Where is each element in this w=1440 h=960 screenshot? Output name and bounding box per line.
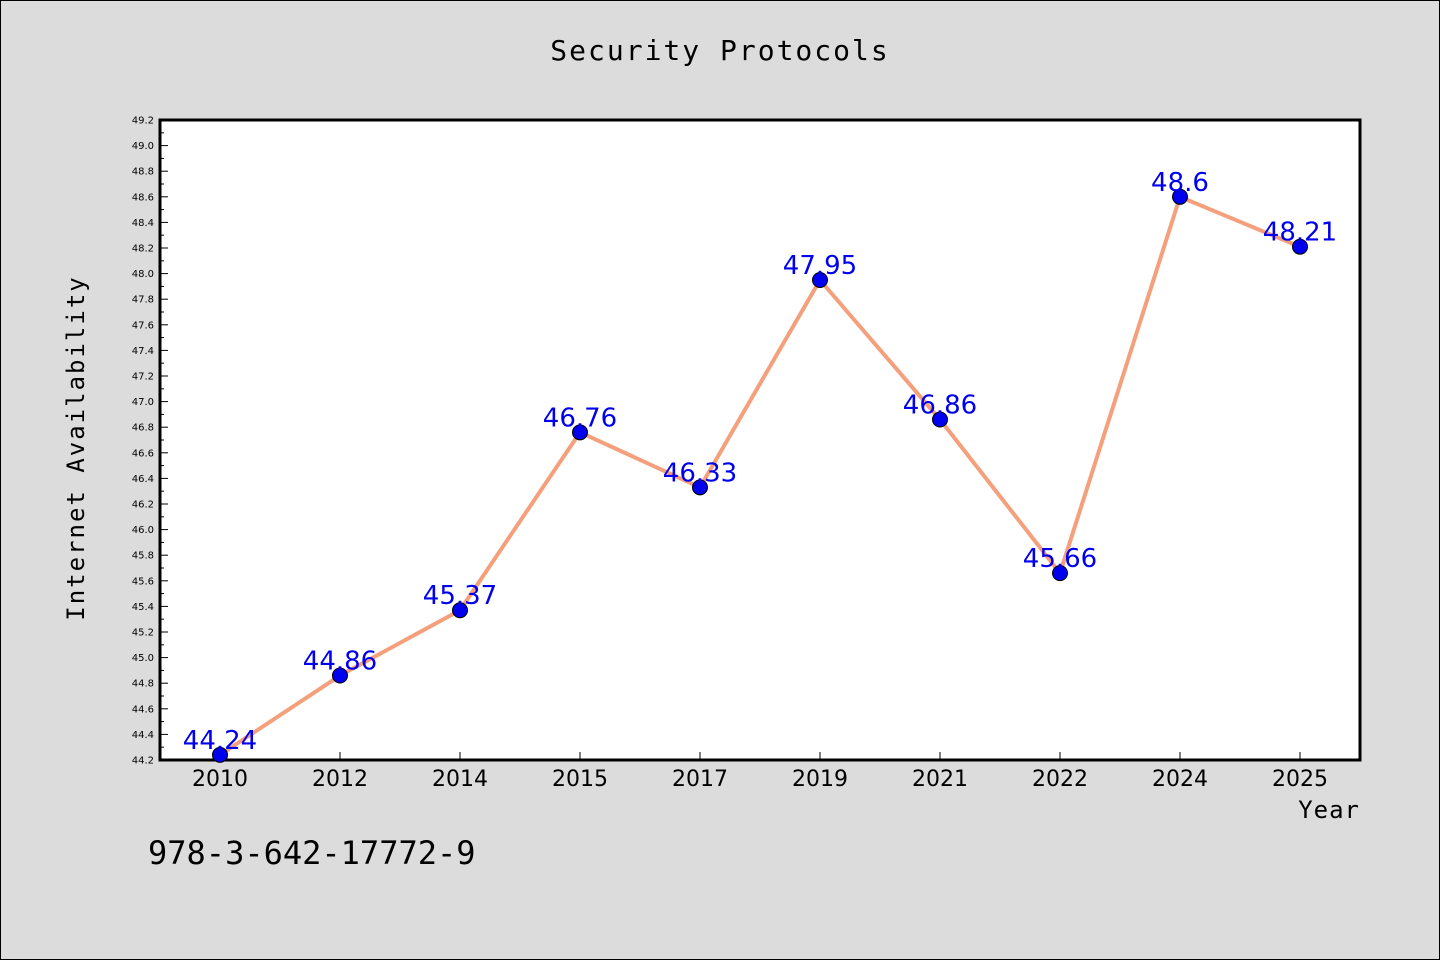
x-tick-label: 2017: [672, 767, 728, 792]
y-axis: 44.2 44.4 44.6 44.8 45.0 45.2 45.4 45.6 45.8 46.0…: [132, 116, 168, 767]
x-tick-label: 2012: [312, 767, 368, 792]
y-tick-label: 44.4: [132, 730, 154, 741]
y-tick-label: 46.4: [132, 474, 154, 485]
x-tick-label: 2019: [792, 767, 848, 792]
x-tick-label: 2022: [1032, 767, 1088, 792]
x-tick-label: 2010: [192, 767, 248, 792]
data-point: [452, 602, 468, 619]
data-point: [1172, 188, 1188, 205]
x-axis-label: Year: [1298, 796, 1360, 824]
y-tick-label: 47.2: [132, 372, 154, 383]
data-point: [332, 667, 348, 684]
data-label: 47.95: [783, 251, 857, 281]
y-tick-label: 48.8: [132, 167, 154, 178]
y-tick-label: 46.2: [132, 500, 154, 511]
x-tick-label: 2025: [1272, 767, 1328, 792]
y-tick-label: 49.0: [132, 141, 154, 152]
x-tick-label: 2015: [552, 767, 608, 792]
data-label: 46.86: [903, 391, 977, 421]
data-point: [692, 479, 708, 496]
x-tick-label: 2024: [1152, 767, 1208, 792]
series: 44.24 44.86 45.37 46.76 46.33 47.95 46.86 45.66…: [183, 168, 1337, 763]
plot-area: [158, 118, 1362, 762]
data-point: [932, 411, 948, 428]
y-tick-label: 48.4: [132, 218, 154, 229]
y-tick-label: 45.6: [132, 576, 154, 587]
data-label: 45.37: [423, 581, 497, 611]
y-tick-label: 46.8: [132, 423, 154, 434]
data-point: [572, 424, 588, 441]
y-tick-label: 48.6: [132, 192, 154, 203]
y-tick-label: 47.8: [132, 295, 154, 306]
x-axis: 2010 2012 2014 2015 2017 2019 2021 2022 2024 2025: [192, 752, 1328, 792]
y-tick-label: 45.0: [132, 653, 154, 664]
y-tick-label: 45.2: [132, 628, 154, 639]
x-tick-label: 2021: [912, 767, 968, 792]
data-label: 48.6: [1151, 168, 1209, 198]
y-tick-label: 47.4: [132, 346, 154, 357]
data-point: [1292, 238, 1308, 255]
data-point: [812, 272, 828, 288]
y-tick-label: 47.6: [132, 320, 154, 331]
y-tick-label: 46.0: [132, 525, 154, 536]
data-label: 45.66: [1023, 544, 1097, 574]
data-label: 44.86: [303, 647, 377, 677]
y-tick-label: 46.6: [132, 448, 154, 459]
x-tick-label: 2014: [432, 767, 488, 792]
y-tick-label: 48.0: [132, 269, 154, 280]
data-label: 44.24: [183, 726, 257, 756]
data-point: [1052, 565, 1068, 582]
y-tick-label: 49.2: [132, 116, 154, 127]
y-tick-label: 45.8: [132, 551, 154, 562]
data-point: [212, 746, 228, 763]
y-tick-label: 44.8: [132, 679, 154, 690]
data-label: 46.33: [663, 458, 737, 488]
y-tick-label: 44.6: [132, 704, 154, 715]
data-label: 48.21: [1263, 218, 1337, 248]
data-label: 46.76: [543, 403, 617, 433]
y-tick-label: 48.2: [132, 244, 154, 255]
y-tick-label: 47.0: [132, 397, 154, 408]
isbn-text: 978-3-642-17772-9: [148, 834, 476, 872]
chart-title: Security Protocols: [550, 34, 890, 67]
y-tick-label: 45.4: [132, 602, 154, 613]
y-tick-label: 44.2: [132, 756, 154, 767]
series-line: [218, 194, 1301, 757]
